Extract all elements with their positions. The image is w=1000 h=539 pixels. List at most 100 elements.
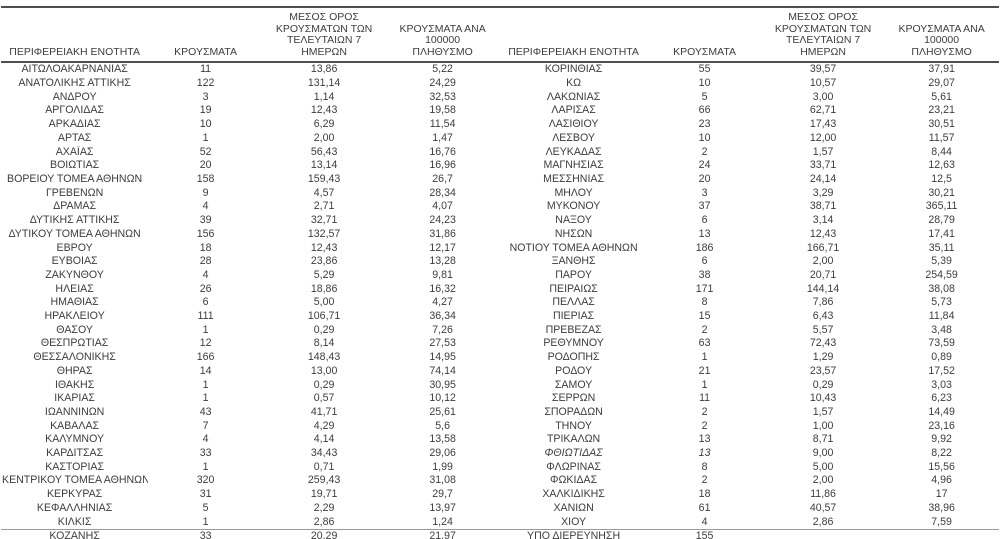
per-100k-cell: 7,26 <box>432 323 453 336</box>
cases-cell: 52 <box>199 145 212 158</box>
avg-7day-cell: 144,14 <box>806 282 840 295</box>
cases-cell: 63 <box>698 337 711 350</box>
per-100k-cell: 8,44 <box>931 145 952 158</box>
region-name-cell: ΕΥΒΟΙΑΣ <box>51 255 98 268</box>
table-row: ΑΡΚΑΔΙΑΣ 10 6,29 11,54 ΛΑΣΙΘΙΟΥ 23 17,43 30,51 <box>1 118 999 132</box>
avg-7day-cell: 0,71 <box>313 460 335 473</box>
avg-7day-cell: 1,14 <box>313 90 335 103</box>
per-100k-cell: 15,56 <box>928 460 955 473</box>
cases-cell: 23 <box>698 118 711 131</box>
region-name-cell: ΔΥΤΙΚΟΥ ΤΟΜΕΑ ΑΘΗΝΩΝ <box>8 227 141 240</box>
region-name-cell: ΚΑΡΔΙΤΣΑΣ <box>46 447 104 460</box>
region-name-cell: ΚΕΝΤΡΙΚΟΥ ΤΟΜΕΑ ΑΘΗΝΩΝ <box>2 474 149 487</box>
cases-cell: 14 <box>199 364 212 377</box>
per-100k-cell: 4,27 <box>432 296 453 309</box>
avg-7day-cell: 2,00 <box>812 255 834 268</box>
avg-7day-cell: 12,43 <box>809 227 837 240</box>
cases-cell: 20 <box>698 173 711 185</box>
cases-cell: 13 <box>698 433 711 446</box>
per-100k-cell: 21,97 <box>385 529 500 539</box>
cases-cell: 1 <box>701 378 708 391</box>
per-100k-cell: 16,96 <box>429 159 456 172</box>
cases-cell: 12 <box>199 337 212 350</box>
per-100k-cell: 4,07 <box>432 200 453 213</box>
avg-7day-cell: 13,86 <box>310 63 338 76</box>
avg-7day-cell: 3,14 <box>812 214 834 227</box>
region-name-cell: ΧΙΟΥ <box>561 515 587 528</box>
cases-cell: 11 <box>200 63 212 76</box>
per-100k-cell: 5,61 <box>931 90 952 103</box>
cases-cell: 4 <box>202 200 209 213</box>
cases-cell: 122 <box>196 77 215 90</box>
cases-cell: 13 <box>698 227 711 240</box>
header-regional-unit-left: ΠΕΡΙΦΕΡΕΙΑΚΗ ΕΝΟΤΗΤΑ <box>1 7 149 64</box>
region-name-cell: ΝΑΞΟΥ <box>555 214 592 227</box>
per-100k-cell: 30,95 <box>429 378 456 391</box>
region-name-cell: ΑΡΤΑΣ <box>57 131 92 144</box>
avg-7day-cell: 40,57 <box>809 501 837 514</box>
region-name-cell: ΧΑΛΚΙΔΙΚΗΣ <box>542 488 605 501</box>
region-name-cell: ΧΑΝΙΩΝ <box>553 501 594 514</box>
avg-7day-cell: 0,57 <box>313 392 335 405</box>
region-name-cell: ΠΙΕΡΙΑΣ <box>552 310 595 323</box>
avg-7day-cell: 0,29 <box>313 323 335 336</box>
avg-7day-cell: 32,71 <box>310 214 338 227</box>
cases-cell: 10 <box>698 131 711 144</box>
per-100k-cell: 29,06 <box>429 447 456 460</box>
cases-cell: 19 <box>199 104 212 117</box>
region-name-cell: ΦΛΩΡΙΝΑΣ <box>546 460 601 473</box>
avg-7day-cell: 106,71 <box>307 310 341 323</box>
region-name-cell: ΤΗΝΟΥ <box>555 419 592 432</box>
cases-cell: 24 <box>698 159 711 172</box>
avg-7day-cell: 2,86 <box>313 515 335 528</box>
cases-cell: 28 <box>199 255 212 268</box>
avg-7day-cell: 72,43 <box>809 337 837 350</box>
cases-cell: 6 <box>701 255 708 268</box>
cases-cell: 2 <box>701 419 708 432</box>
per-100k-cell: 74,14 <box>429 364 456 377</box>
avg-7day-cell: 6,43 <box>812 310 834 323</box>
per-100k-cell: 19,58 <box>429 104 456 117</box>
avg-7day-cell: 1,00 <box>812 419 834 432</box>
avg-7day-cell: 2,86 <box>812 515 834 528</box>
avg-7day-cell: 20,29 <box>262 529 386 539</box>
region-name-cell: ΚΩ <box>566 77 582 90</box>
avg-7day-cell: 5,57 <box>812 323 834 336</box>
table-row: ΑΡΓΟΛΙΔΑΣ 19 12,43 19,58 ΛΑΡΙΣΑΣ 66 62,71 23,21 <box>1 104 999 118</box>
cases-cell: 1 <box>202 131 209 144</box>
per-100k-cell: 11,84 <box>928 310 955 323</box>
per-100k-cell: 1,99 <box>432 460 453 473</box>
region-name-cell: ΗΜΑΘΙΑΣ <box>50 296 99 309</box>
avg-7day-cell: 131,14 <box>307 77 341 90</box>
region-name-cell: ΜΑΓΝΗΣΙΑΣ <box>543 159 604 172</box>
avg-7day-cell: 3,00 <box>812 90 834 103</box>
per-100k-cell: 1,24 <box>432 515 453 528</box>
region-name-cell: ΙΩΑΝΝΙΝΩΝ <box>44 405 105 418</box>
avg-7day-cell: 148,43 <box>307 351 341 364</box>
avg-7day-cell: 18,86 <box>310 282 338 295</box>
cases-cell: 1 <box>701 351 708 364</box>
region-name-cell: ΑΙΤΩΛΟΑΚΑΡΝΑΝΙΑΣ <box>21 63 128 76</box>
cases-cell: 21 <box>698 364 711 377</box>
avg-7day-cell: 33,71 <box>809 159 837 172</box>
avg-7day-cell: 5,00 <box>812 460 834 473</box>
avg-7day-cell: 5,00 <box>313 296 335 309</box>
region-name-cell: ΑΡΓΟΛΙΔΑΣ <box>45 104 104 117</box>
table-row: ΘΗΡΑΣ 14 13,00 74,14 ΡΟΔΟΥ 21 23,57 17,52 <box>1 365 999 379</box>
cases-cell: 18 <box>199 241 212 254</box>
cases-cell: 3 <box>701 186 708 199</box>
avg-7day-cell: 10,43 <box>809 392 837 405</box>
per-100k-cell: 38,08 <box>928 282 955 295</box>
table-row: ΕΒΡΟΥ 18 12,43 12,17 ΝΟΤΙΟΥ ΤΟΜΕΑ ΑΘΗΝΩΝ 186 1… <box>1 242 999 256</box>
per-100k-cell: 31,08 <box>429 474 456 487</box>
avg-7day-cell: 13,14 <box>310 159 338 172</box>
region-name-cell: ΑΧΑΪΑΣ <box>55 145 94 158</box>
table-row: ΔΡΑΜΑΣ 4 2,71 4,07 ΜΥΚΟΝΟΥ 37 38,71 365,11 <box>1 200 999 214</box>
cases-cell: 2 <box>701 474 708 487</box>
region-name-cell: ΡΟΔΟΠΗΣ <box>547 351 600 364</box>
cases-cell: 18 <box>698 488 711 501</box>
table-row: ΑΡΤΑΣ 1 2,00 1,47 ΛΕΣΒΟΥ 10 12,00 11,57 <box>1 132 999 146</box>
region-name-cell: ΥΠΟ ΔΙΕΡΕΥΝΗΣΗ <box>499 529 648 539</box>
per-100k-cell: 24,23 <box>429 214 456 227</box>
